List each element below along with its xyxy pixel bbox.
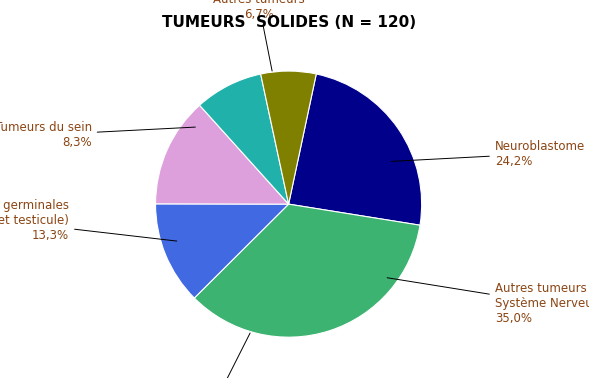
Wedge shape	[289, 74, 422, 225]
Wedge shape	[155, 204, 289, 298]
Text: Tumeurs osseuses
12,5%: Tumeurs osseuses 12,5%	[161, 333, 269, 378]
Text: Autres tumeurs du
Système Nerveux
35,0%: Autres tumeurs du Système Nerveux 35,0%	[387, 278, 589, 325]
Text: Autres tumeurs
6,7%: Autres tumeurs 6,7%	[213, 0, 305, 71]
Wedge shape	[194, 204, 420, 337]
Text: Neuroblastome
24,2%: Neuroblastome 24,2%	[391, 139, 585, 167]
Title: TUMEURS  SOLIDES (N = 120): TUMEURS SOLIDES (N = 120)	[161, 15, 416, 30]
Wedge shape	[261, 71, 316, 204]
Wedge shape	[200, 74, 289, 204]
Wedge shape	[155, 105, 289, 204]
Text: Tumeurs germinales
(dont ovaire et testicule)
13,3%: Tumeurs germinales (dont ovaire et testi…	[0, 198, 177, 242]
Text: Tumeurs du sein
8,3%: Tumeurs du sein 8,3%	[0, 121, 196, 149]
